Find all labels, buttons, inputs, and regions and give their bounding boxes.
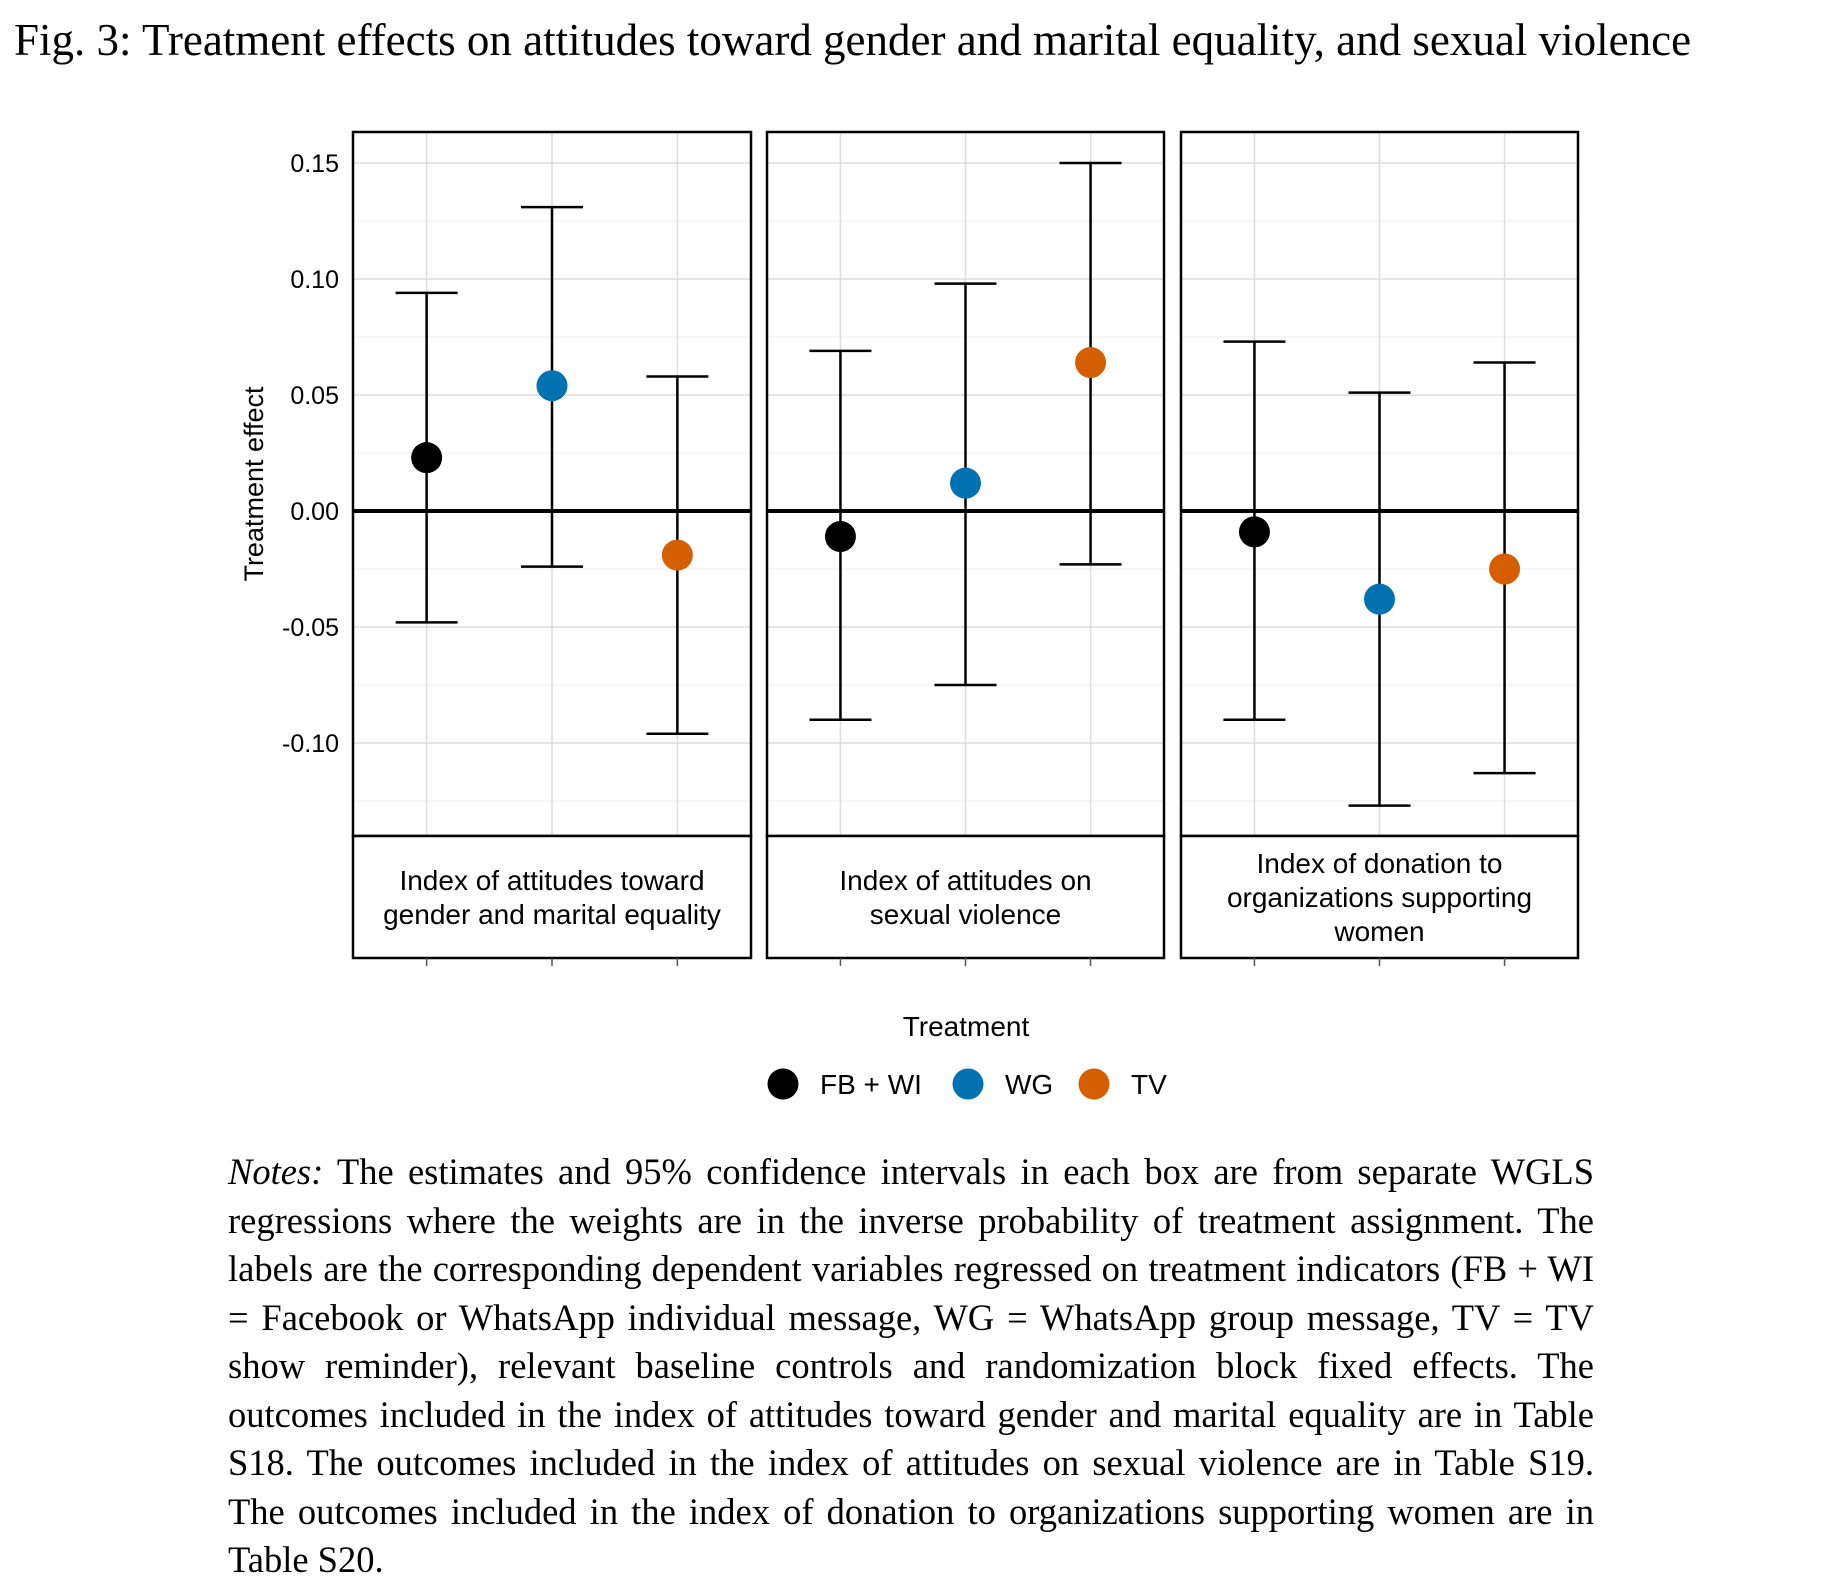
legend-title: Treatment <box>903 1011 1030 1042</box>
figure-notes: Notes: The estimates and 95% confidence … <box>228 1148 1594 1585</box>
strip-label: Index of attitudes on <box>839 865 1091 896</box>
legend-label: TV <box>1131 1069 1167 1100</box>
y-tick-label: 0.10 <box>290 266 339 294</box>
y-tick-label: -0.05 <box>282 614 339 642</box>
strip-box <box>351 834 753 960</box>
legend-label: FB + WI <box>820 1069 922 1100</box>
y-axis-title: Treatment effect <box>239 386 269 582</box>
estimate-point <box>950 467 981 499</box>
estimate-point <box>536 370 568 402</box>
legend-label: WG <box>1005 1069 1053 1100</box>
y-tick-label: 0.00 <box>290 498 339 526</box>
strip-label: sexual violence <box>870 899 1061 930</box>
strip-label: organizations supporting <box>1227 882 1532 913</box>
notes-lead: Notes: <box>228 1151 324 1192</box>
estimate-point <box>1364 583 1395 615</box>
y-tick-label: 0.05 <box>290 382 339 410</box>
y-tick-label: -0.10 <box>282 730 339 758</box>
estimate-point <box>1489 553 1521 585</box>
strip-box <box>765 834 1166 960</box>
estimate-point <box>661 539 693 571</box>
legend-marker <box>1078 1068 1110 1100</box>
legend-marker <box>952 1068 984 1100</box>
strip-label: Index of attitudes toward <box>399 865 704 896</box>
treatment-effects-chart: 0.15 0.10 0.05 0.00 -0.05 -0.10 Treatment effe… <box>239 130 1580 1100</box>
estimate-point <box>824 521 856 553</box>
legend-marker <box>767 1068 799 1100</box>
estimate-point <box>411 442 443 474</box>
estimate-point <box>1075 347 1107 379</box>
strip-label: Index of donation to <box>1257 848 1503 879</box>
strip-label: women <box>1333 916 1424 947</box>
estimate-point <box>1238 516 1270 548</box>
notes-text: The estimates and 95% confidence interva… <box>228 1151 1594 1580</box>
strip-label: gender and marital equality <box>383 899 721 930</box>
figure-title: Fig. 3: Treatment effects on attitudes t… <box>14 15 1692 65</box>
strip-box <box>1179 834 1580 960</box>
y-tick-label: 0.15 <box>290 150 339 178</box>
